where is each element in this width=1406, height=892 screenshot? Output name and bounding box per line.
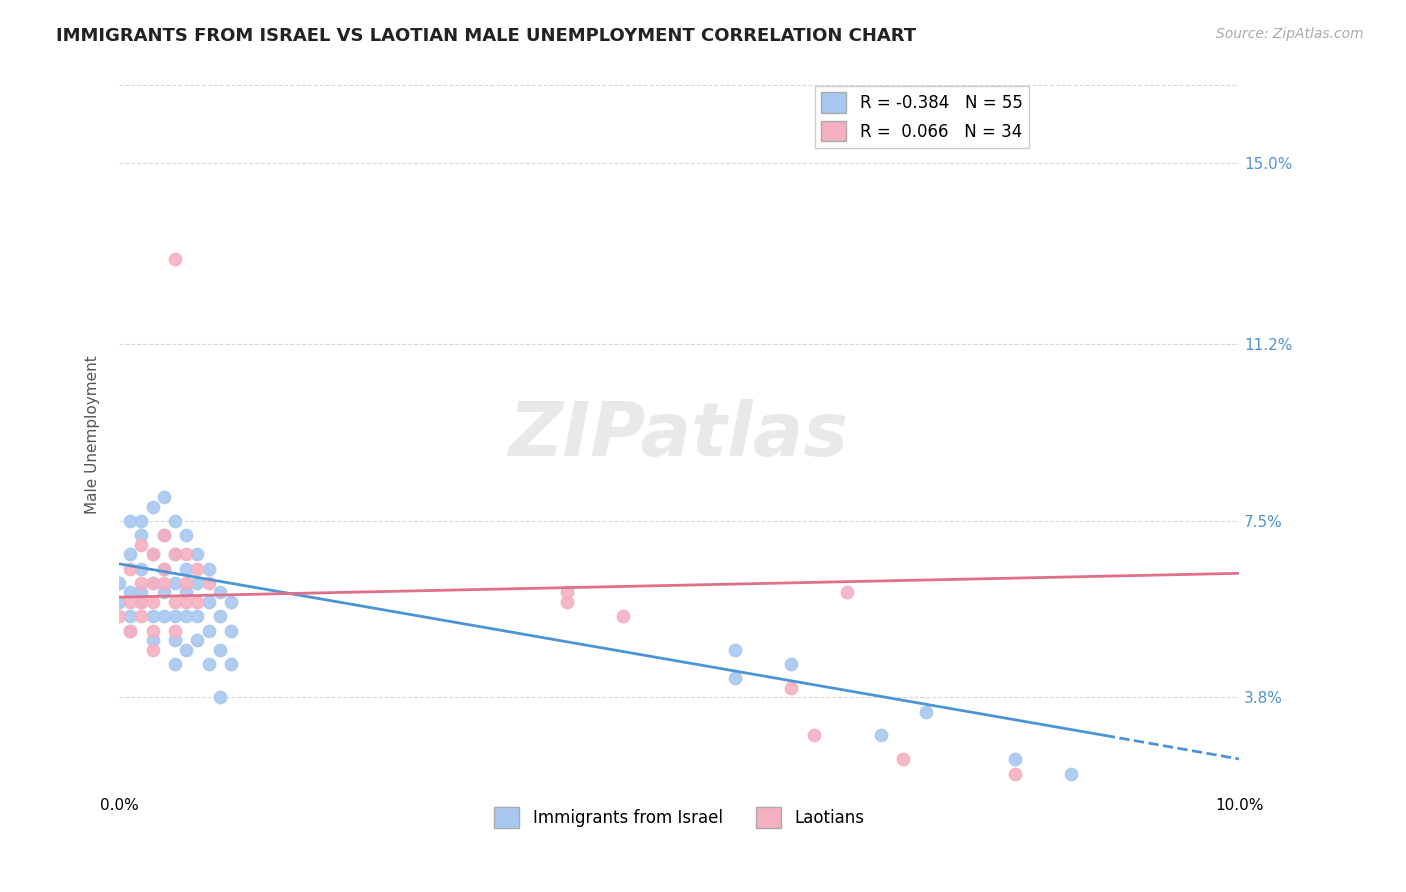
Point — [186, 561, 208, 575]
Point — [186, 595, 208, 609]
Point — [165, 595, 187, 609]
Point — [142, 609, 165, 624]
Point — [555, 595, 578, 609]
Point — [153, 561, 176, 575]
Point — [131, 595, 153, 609]
Text: IMMIGRANTS FROM ISRAEL VS LAOTIAN MALE UNEMPLOYMENT CORRELATION CHART: IMMIGRANTS FROM ISRAEL VS LAOTIAN MALE U… — [56, 27, 917, 45]
Point — [120, 561, 142, 575]
Point — [142, 642, 165, 657]
Point — [555, 585, 578, 599]
Legend: Immigrants from Israel, Laotians: Immigrants from Israel, Laotians — [488, 801, 870, 834]
Point — [186, 547, 208, 561]
Point — [131, 561, 153, 575]
Point — [153, 528, 176, 542]
Point — [131, 609, 153, 624]
Point — [142, 575, 165, 590]
Point — [780, 681, 803, 695]
Point — [120, 609, 142, 624]
Point — [219, 657, 242, 671]
Point — [142, 575, 165, 590]
Point — [208, 690, 231, 705]
Point — [197, 561, 219, 575]
Point — [174, 609, 197, 624]
Point — [219, 595, 242, 609]
Point — [186, 575, 208, 590]
Point — [120, 514, 142, 528]
Point — [197, 624, 219, 638]
Point — [869, 728, 891, 742]
Point — [131, 528, 153, 542]
Point — [174, 561, 197, 575]
Point — [142, 624, 165, 638]
Point — [153, 575, 176, 590]
Point — [120, 547, 142, 561]
Point — [208, 585, 231, 599]
Point — [142, 547, 165, 561]
Text: ZIPatlas: ZIPatlas — [509, 399, 849, 472]
Point — [174, 528, 197, 542]
Point — [131, 585, 153, 599]
Point — [197, 575, 219, 590]
Point — [208, 609, 231, 624]
Point — [120, 595, 142, 609]
Point — [780, 657, 803, 671]
Point — [837, 585, 859, 599]
Point — [612, 609, 634, 624]
Point — [174, 575, 197, 590]
Point — [131, 595, 153, 609]
Point — [165, 609, 187, 624]
Point — [165, 624, 187, 638]
Point — [208, 642, 231, 657]
Point — [165, 633, 187, 648]
Point — [803, 728, 825, 742]
Point — [131, 575, 153, 590]
Point — [131, 538, 153, 552]
Point — [153, 609, 176, 624]
Point — [142, 633, 165, 648]
Point — [891, 752, 914, 766]
Point — [153, 490, 176, 504]
Point — [724, 671, 747, 685]
Point — [108, 595, 131, 609]
Point — [142, 595, 165, 609]
Point — [165, 575, 187, 590]
Point — [142, 547, 165, 561]
Point — [914, 705, 936, 719]
Point — [186, 633, 208, 648]
Text: Source: ZipAtlas.com: Source: ZipAtlas.com — [1216, 27, 1364, 41]
Point — [108, 609, 131, 624]
Point — [120, 585, 142, 599]
Point — [153, 585, 176, 599]
Point — [165, 547, 187, 561]
Point — [174, 595, 197, 609]
Point — [165, 514, 187, 528]
Point — [165, 547, 187, 561]
Point — [131, 514, 153, 528]
Point — [174, 642, 197, 657]
Point — [186, 609, 208, 624]
Point — [724, 642, 747, 657]
Point — [153, 528, 176, 542]
Point — [108, 575, 131, 590]
Point — [174, 585, 197, 599]
Point — [153, 561, 176, 575]
Point — [165, 252, 187, 266]
Point — [219, 624, 242, 638]
Point — [1004, 766, 1026, 780]
Point — [197, 657, 219, 671]
Point — [197, 595, 219, 609]
Point — [120, 624, 142, 638]
Point — [174, 547, 197, 561]
Point — [142, 500, 165, 514]
Point — [1004, 752, 1026, 766]
Point — [120, 624, 142, 638]
Y-axis label: Male Unemployment: Male Unemployment — [86, 356, 100, 515]
Point — [165, 657, 187, 671]
Point — [1060, 766, 1083, 780]
